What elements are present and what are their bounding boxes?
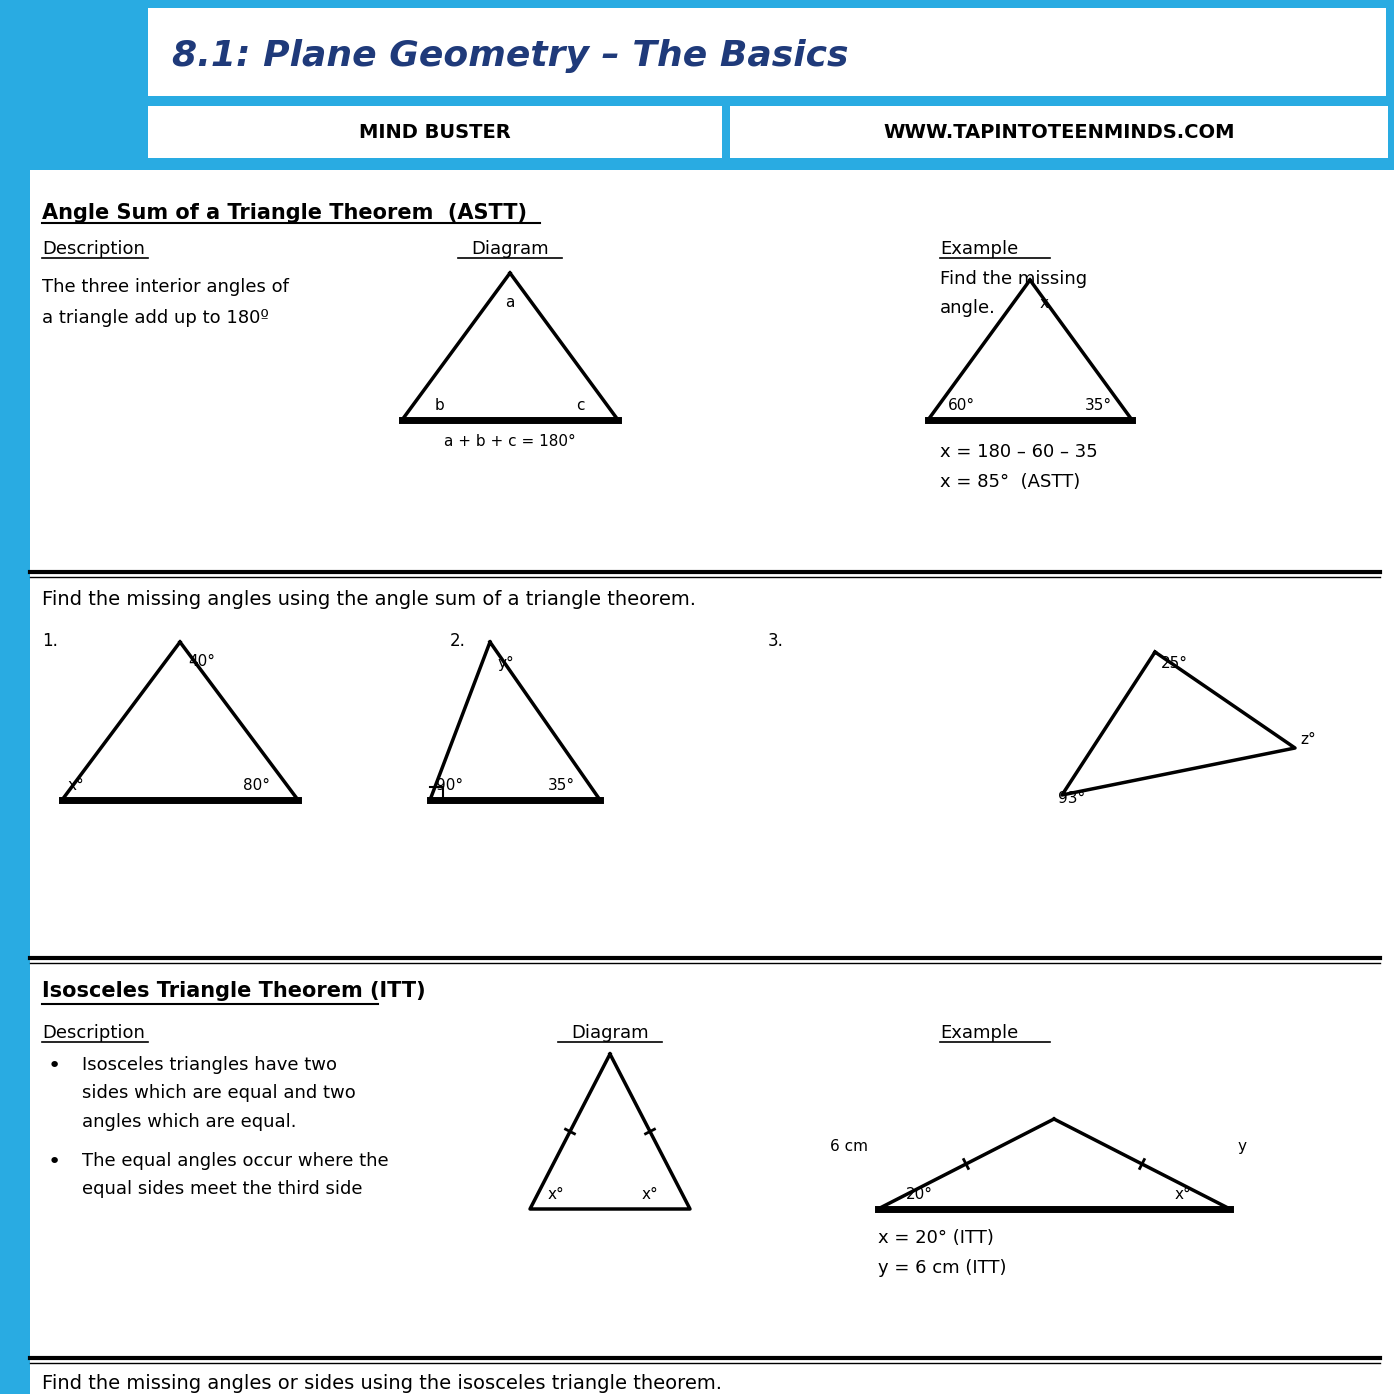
Text: a + b + c = 180°: a + b + c = 180° xyxy=(445,434,576,449)
Text: Find the missing angles using the angle sum of a triangle theorem.: Find the missing angles using the angle … xyxy=(42,590,696,609)
Bar xyxy=(148,106,722,158)
Text: 25°: 25° xyxy=(1161,657,1188,671)
Text: Isosceles triangles have two
sides which are equal and two
angles which are equa: Isosceles triangles have two sides which… xyxy=(82,1057,355,1131)
Text: 2.: 2. xyxy=(450,631,466,650)
Text: The equal angles occur where the
equal sides meet the third side: The equal angles occur where the equal s… xyxy=(82,1151,389,1199)
Text: Isosceles Triangle Theorem (ITT): Isosceles Triangle Theorem (ITT) xyxy=(42,981,425,1001)
Text: MIND BUSTER: MIND BUSTER xyxy=(360,123,510,142)
Text: •: • xyxy=(47,1151,61,1172)
Text: x = 20° (ITT): x = 20° (ITT) xyxy=(878,1230,994,1248)
Text: WWW.TAPINTOTEENMINDS.COM: WWW.TAPINTOTEENMINDS.COM xyxy=(884,123,1235,142)
Bar xyxy=(0,170,31,1394)
Text: x: x xyxy=(1040,296,1050,311)
Text: x = 85°  (ASTT): x = 85° (ASTT) xyxy=(940,473,1080,491)
Bar xyxy=(730,106,1388,158)
Text: 6 cm: 6 cm xyxy=(829,1139,868,1154)
Text: 3.: 3. xyxy=(768,631,783,650)
Text: c: c xyxy=(576,399,584,413)
Bar xyxy=(148,8,1386,96)
Text: b: b xyxy=(435,399,445,413)
Text: 80°: 80° xyxy=(243,778,270,793)
Text: x°: x° xyxy=(1175,1188,1192,1202)
Text: Example: Example xyxy=(940,1025,1018,1041)
Text: a: a xyxy=(505,296,514,309)
Text: The three interior angles of
a triangle add up to 180º: The three interior angles of a triangle … xyxy=(42,277,289,326)
Text: x°: x° xyxy=(68,778,85,793)
Text: Example: Example xyxy=(940,240,1018,258)
Text: 35°: 35° xyxy=(1085,399,1112,413)
Text: Diagram: Diagram xyxy=(471,240,549,258)
Text: •: • xyxy=(47,1057,61,1076)
Text: 40°: 40° xyxy=(188,654,215,669)
Text: y: y xyxy=(1238,1139,1248,1154)
Text: x = 180 – 60 – 35: x = 180 – 60 – 35 xyxy=(940,443,1097,461)
Text: Find the missing
angle.: Find the missing angle. xyxy=(940,270,1087,318)
Text: 35°: 35° xyxy=(548,778,576,793)
Text: Description: Description xyxy=(42,240,145,258)
Text: y°: y° xyxy=(498,657,514,671)
Text: Diagram: Diagram xyxy=(572,1025,648,1041)
Text: Find the missing angles or sides using the isosceles triangle theorem.: Find the missing angles or sides using t… xyxy=(42,1374,722,1393)
Text: x°: x° xyxy=(548,1188,565,1202)
Text: z°: z° xyxy=(1301,732,1316,747)
Text: 1.: 1. xyxy=(42,631,59,650)
Text: Description: Description xyxy=(42,1025,145,1041)
Text: y = 6 cm (ITT): y = 6 cm (ITT) xyxy=(878,1259,1006,1277)
Bar xyxy=(0,0,1394,170)
Text: 93°: 93° xyxy=(1058,790,1086,806)
Text: 8.1: Plane Geometry – The Basics: 8.1: Plane Geometry – The Basics xyxy=(171,39,849,72)
Text: Angle Sum of a Triangle Theorem  (ASTT): Angle Sum of a Triangle Theorem (ASTT) xyxy=(42,204,527,223)
Text: x°: x° xyxy=(643,1188,659,1202)
Text: 60°: 60° xyxy=(948,399,976,413)
Text: 20°: 20° xyxy=(906,1188,933,1202)
Text: 90°: 90° xyxy=(436,778,463,793)
